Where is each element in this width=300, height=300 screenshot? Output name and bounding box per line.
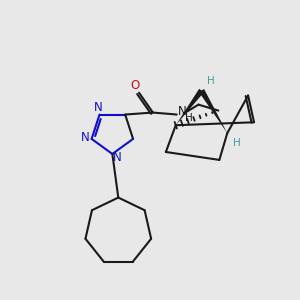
Polygon shape xyxy=(199,89,227,133)
Text: H: H xyxy=(185,113,192,124)
Text: H: H xyxy=(233,138,241,148)
Text: N: N xyxy=(81,131,90,144)
Text: N: N xyxy=(178,105,187,118)
Text: H: H xyxy=(207,76,214,85)
Text: O: O xyxy=(130,79,140,92)
Polygon shape xyxy=(176,89,204,125)
Text: N: N xyxy=(113,152,122,164)
Text: N: N xyxy=(94,101,103,114)
